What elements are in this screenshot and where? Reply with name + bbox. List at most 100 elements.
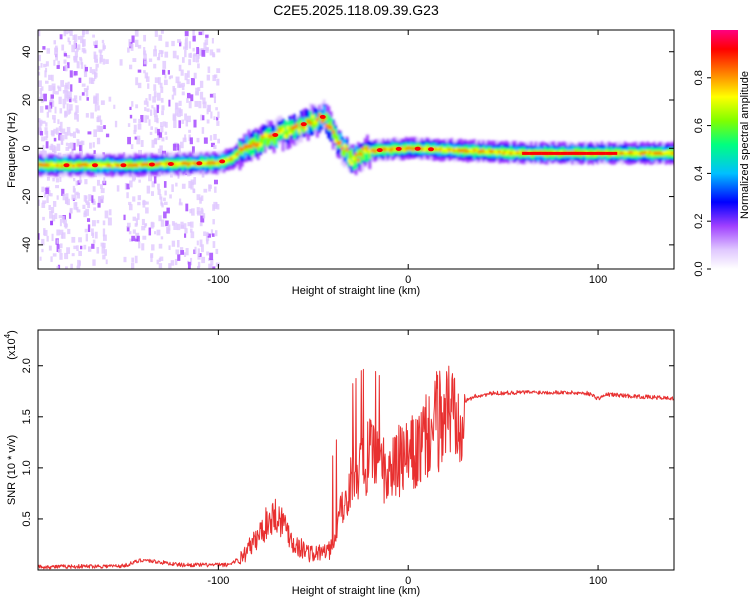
spectrogram-ridge-cell — [261, 134, 265, 138]
snr-panel: -100 0 100 0.5 1.0 1.5 2.0 Height of straight… — [3, 329, 675, 597]
spectrogram-noise-cell — [77, 192, 80, 199]
spectrogram-noise-cell — [42, 200, 47, 204]
spectrogram-ridge-cell — [452, 148, 456, 152]
spectrogram-ridge-cell — [183, 161, 187, 165]
spectrogram-noise-cell — [63, 219, 67, 225]
spectrogram-noise-cell — [69, 30, 73, 36]
spectrogram-noise-cell — [216, 68, 221, 74]
spectrogram-noise-cell — [181, 183, 186, 189]
spectrogram-noise-cell — [57, 86, 62, 92]
spectrogram-ridge-cell — [318, 113, 322, 118]
spectrogram-ridge-cell — [293, 125, 297, 130]
spectrogram-noise-cell — [142, 200, 147, 205]
spectrogram-ridge-cell — [646, 150, 650, 158]
spectrogram-noise-cell — [216, 78, 220, 86]
spectrogram-noise-cell — [51, 74, 54, 82]
spectrogram-noise-cell — [66, 62, 70, 69]
spectrogram-noise-cell — [192, 30, 195, 36]
spectrogram-ridge-cell — [502, 151, 506, 155]
spectrogram-ridge-cell — [637, 152, 641, 156]
spectrogram-noise-cell — [81, 30, 86, 35]
spectrogram-noise-cell — [57, 264, 61, 269]
spectrogram-noise-cell — [197, 261, 201, 268]
spectrogram-noise-cell — [53, 59, 56, 66]
spectrogram-noise-cell — [182, 137, 187, 143]
spectrogram-noise-cell — [72, 98, 77, 102]
spectrogram-ridge-cell — [88, 164, 91, 168]
spectrogram-noise-cell — [175, 182, 178, 187]
spectrogram-noise-cell — [76, 209, 81, 213]
spectrogram-noise-cell — [86, 218, 91, 222]
spectrogram-noise-cell — [83, 87, 88, 93]
spectrogram-noise-cell — [58, 125, 61, 132]
spectrogram-noise-cell — [207, 105, 211, 113]
spectrogram-noise-cell — [108, 96, 112, 102]
spectrogram-noise-cell — [45, 105, 49, 110]
spectrogram-ridge-cell — [138, 163, 142, 167]
spectrogram-noise-cell — [185, 120, 189, 127]
snr-y-tick-label: 1.0 — [21, 460, 33, 475]
spectrogram-noise-cell — [64, 84, 68, 93]
spectrogram-ridge-cell — [361, 146, 365, 151]
spectrogram-core-cell — [533, 151, 538, 155]
spectrogram-noise-cell — [143, 47, 146, 55]
spectrogram-noise-cell — [146, 185, 151, 194]
spectrogram-noise-cell — [209, 252, 214, 261]
spectrogram-ridge-cell — [393, 147, 397, 151]
spectrogram-noise-cell — [187, 70, 190, 78]
spectrogram-noise-cell — [176, 240, 180, 248]
spectrogram-noise-cell — [164, 51, 169, 58]
spectrogram-noise-cell — [215, 262, 220, 267]
spectrogram-noise-cell — [192, 35, 196, 42]
spectrogram-noise-cell — [141, 218, 145, 226]
spectrogram-noise-cell — [195, 55, 200, 63]
spectrogram-noise-cell — [151, 105, 154, 109]
spectrogram-noise-cell — [213, 179, 218, 185]
spectrogram-noise-cell — [207, 66, 211, 73]
colorbar: 0.0 0.2 0.4 0.6 0.8 Normalized spectral ampl… — [693, 30, 750, 277]
spectrogram-noise-cell — [53, 146, 57, 154]
spectrogram-ridge-cell — [484, 150, 488, 154]
spectrogram-noise-cell — [158, 53, 161, 61]
spectrogram-noise-cell — [65, 146, 70, 151]
spectrogram-noise-cell — [163, 181, 167, 188]
spectrogram-noise-cell — [163, 79, 168, 86]
spectrogram-noise-cell — [100, 188, 105, 194]
spectrogram-noise-cell — [164, 131, 168, 135]
spectrogram-ridge-cell — [445, 149, 449, 152]
spectrogram-ridge-cell — [639, 152, 643, 155]
spectrogram-hotspot — [414, 146, 421, 151]
spectrogram-noise-cell — [55, 45, 58, 53]
spectrogram-noise-cell — [194, 100, 199, 107]
spectrogram-noise-cell — [93, 41, 97, 46]
spectrogram-noise-cell — [54, 213, 58, 219]
spectrogram-noise-cell — [160, 86, 164, 93]
spectrogram-noise-cell — [160, 196, 163, 205]
spectrogram-noise-cell — [83, 70, 88, 78]
spectrogram-ridge-cell — [311, 114, 315, 119]
spectrogram-core-cell — [579, 151, 584, 155]
spectrogram-noise-cell — [131, 35, 135, 43]
spectrogram-ridge-cell — [502, 148, 506, 155]
spectrogram-ridge-cell — [338, 133, 342, 147]
spectrogram-noise-cell — [178, 120, 182, 129]
snr-y-scale-base: (x10 — [6, 338, 18, 359]
spectrogram-noise-cell — [187, 261, 191, 269]
spectrogram-noise-cell — [59, 229, 64, 235]
spectrogram-noise-cell — [69, 209, 73, 213]
spectrogram-noise-cell — [123, 214, 126, 221]
spectrogram-noise-cell — [183, 46, 187, 50]
spectrogram-core-cell — [582, 151, 587, 155]
spectrogram-ridge-cell — [327, 125, 331, 130]
spectrogram-hotspot — [219, 159, 226, 164]
spectrogram-ridge-cell — [438, 148, 442, 152]
spectrogram-ridge-cell — [165, 161, 169, 165]
spectrogram-noise-cell — [200, 114, 203, 121]
spectrogram-noise-cell — [144, 107, 147, 112]
spectrogram-noise-cell — [39, 96, 43, 101]
spectrogram-ridge-cell — [158, 162, 162, 166]
spectrogram-noise-cell — [184, 113, 187, 121]
spectrogram-noise-cell — [81, 47, 86, 53]
spectrogram-ridge-cell — [284, 134, 287, 139]
spectrogram-noise-cell — [54, 106, 57, 114]
